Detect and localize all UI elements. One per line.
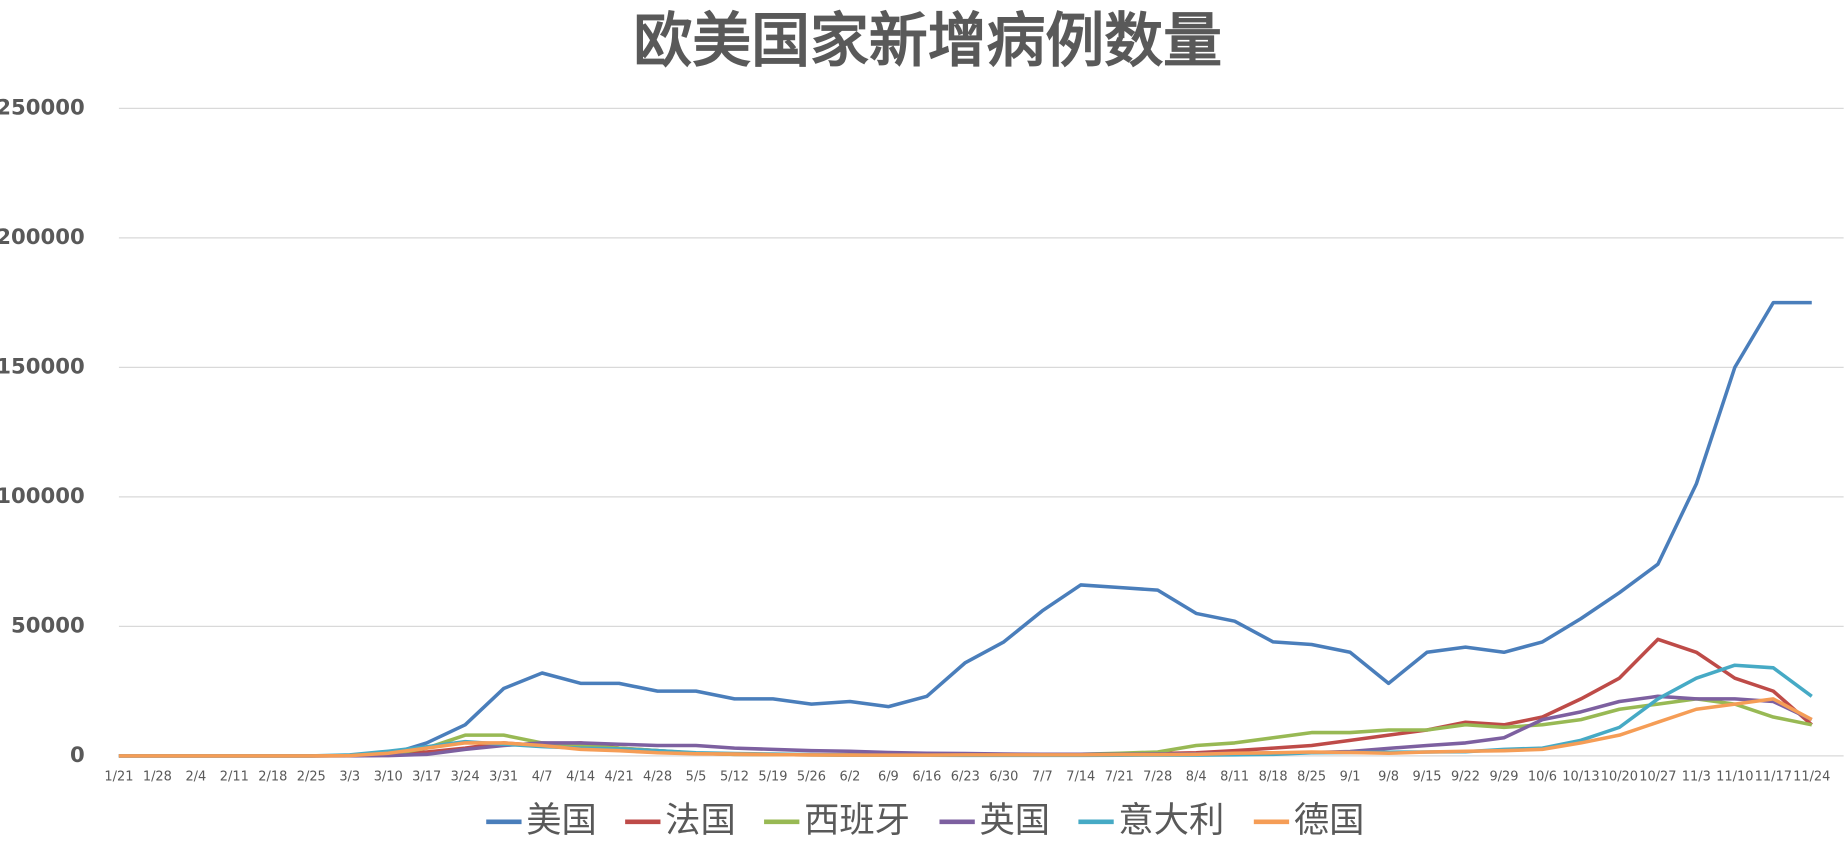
x-tick-label: 5/5 (686, 770, 707, 785)
x-tick-label: 1/21 (104, 770, 133, 785)
x-tick-label: 4/7 (532, 770, 553, 785)
x-tick-label: 9/22 (1451, 770, 1480, 785)
x-tick-label: 5/26 (797, 770, 826, 785)
x-tick-label: 7/21 (1105, 770, 1134, 785)
x-tick-label: 8/25 (1297, 770, 1326, 785)
y-tick-label: 200000 (0, 224, 85, 249)
x-tick-label: 7/7 (1032, 770, 1053, 785)
y-tick-label: 250000 (0, 94, 85, 119)
x-tick-label: 2/4 (185, 770, 206, 785)
legend-label: 英国 (980, 800, 1051, 841)
y-tick-label: 150000 (0, 353, 85, 378)
x-tick-label: 10/13 (1562, 770, 1599, 785)
x-tick-label: 8/4 (1186, 770, 1207, 785)
x-tick-label: 4/14 (566, 770, 595, 785)
x-tick-label: 5/19 (758, 770, 787, 785)
x-tick-label: 2/25 (297, 770, 326, 785)
legend-label: 西班牙 (804, 800, 910, 841)
x-tick-label: 7/28 (1143, 770, 1172, 785)
x-tick-label: 9/15 (1412, 770, 1441, 785)
x-tick-label: 1/28 (143, 770, 172, 785)
y-tick-label: 0 (70, 742, 85, 767)
x-tick-label: 9/29 (1489, 770, 1518, 785)
x-tick-label: 11/24 (1793, 770, 1830, 785)
x-tick-label: 11/3 (1682, 770, 1711, 785)
x-tick-label: 4/28 (643, 770, 672, 785)
x-tick-label: 11/10 (1716, 770, 1753, 785)
x-tick-label: 9/1 (1340, 770, 1361, 785)
x-tick-label: 10/27 (1639, 770, 1676, 785)
series-line (118, 697, 1813, 758)
x-tick-label: 8/18 (1259, 770, 1288, 785)
x-tick-label: 6/9 (878, 770, 899, 785)
x-tick-label: 6/2 (839, 770, 860, 785)
x-tick-label: 3/3 (339, 770, 360, 785)
x-tick-label: 10/6 (1528, 770, 1557, 785)
x-tick-label: 10/20 (1601, 770, 1638, 785)
x-tick-label: 6/30 (989, 770, 1018, 785)
x-tick-label: 8/11 (1220, 770, 1249, 785)
legend-label: 美国 (526, 800, 597, 841)
y-tick-label: 100000 (0, 483, 85, 508)
chart-title: 欧美国家新增病例数量 (633, 6, 1222, 75)
series-line (118, 300, 1812, 758)
x-tick-label: 3/10 (374, 770, 403, 785)
y-tick-label: 50000 (11, 612, 85, 637)
x-tick-label: 3/17 (412, 770, 441, 785)
x-tick-label: 6/16 (912, 770, 941, 785)
x-tick-label: 6/23 (951, 770, 980, 785)
x-tick-label: 5/12 (720, 770, 749, 785)
legend-label: 意大利 (1118, 800, 1224, 841)
x-tick-label: 7/14 (1066, 770, 1095, 785)
series-line (118, 637, 1813, 758)
x-tick-label: 11/17 (1755, 770, 1792, 785)
x-tick-label: 4/21 (605, 770, 634, 785)
x-tick-label: 3/24 (451, 770, 480, 785)
x-tick-label: 2/18 (258, 770, 287, 785)
x-tick-label: 2/11 (220, 770, 249, 785)
legend-label: 法国 (665, 800, 736, 841)
x-tick-label: 9/8 (1378, 770, 1399, 785)
x-tick-label: 3/31 (489, 770, 518, 785)
legend-label: 德国 (1294, 800, 1365, 841)
